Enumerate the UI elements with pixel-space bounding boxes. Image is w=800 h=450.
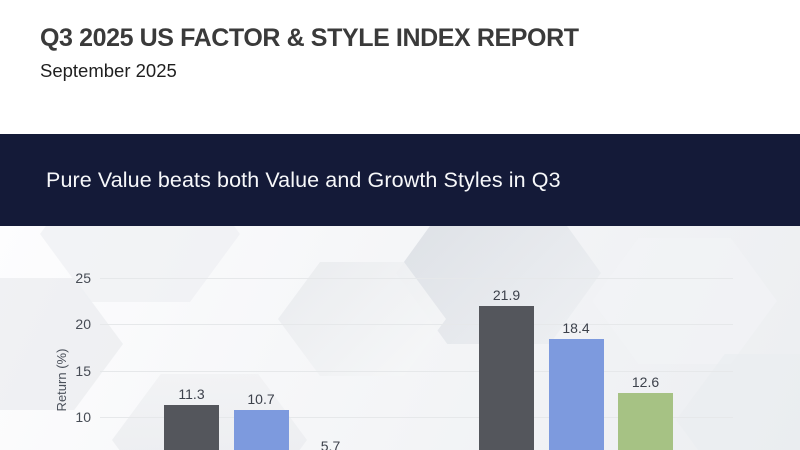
bar-dark-gray-series	[479, 306, 534, 450]
bar-chart: Return (%) 25 20 15 10 11.3 10.7 5.7 21.9 18.4 12…	[0, 226, 800, 450]
headline-banner: Pure Value beats both Value and Growth S…	[0, 134, 800, 226]
bar-green-series	[618, 392, 673, 450]
gridline	[100, 324, 733, 325]
bar-value-label: 10.7	[247, 391, 275, 408]
y-tick-label: 10	[75, 409, 91, 425]
hexagon-decoration	[676, 354, 800, 450]
y-tick-label: 20	[75, 316, 91, 332]
report-header: Q3 2025 US FACTOR & STYLE INDEX REPORT S…	[0, 0, 800, 134]
page-title: Q3 2025 US FACTOR & STYLE INDEX REPORT	[40, 24, 579, 52]
banner-headline: Pure Value beats both Value and Growth S…	[46, 167, 561, 192]
bar-value-label: 18.4	[562, 319, 590, 336]
page-subtitle: September 2025	[40, 60, 177, 81]
bar-dark-gray-series	[164, 404, 219, 450]
y-tick-label: 25	[75, 269, 91, 286]
bar-value-label: 12.6	[631, 373, 660, 390]
hexagon-decoration	[278, 262, 446, 376]
y-tick-label: 15	[75, 362, 91, 379]
bar-value-label: 5.7	[320, 437, 341, 450]
gridline	[100, 277, 733, 279]
hexagon-decoration	[592, 238, 777, 364]
gridline	[100, 417, 733, 418]
gridline	[100, 370, 733, 372]
bar-value-label: 21.9	[492, 287, 521, 304]
bar-value-label: 11.3	[178, 385, 205, 402]
bar-blue-series	[548, 338, 604, 450]
bar-blue-series	[233, 410, 289, 450]
